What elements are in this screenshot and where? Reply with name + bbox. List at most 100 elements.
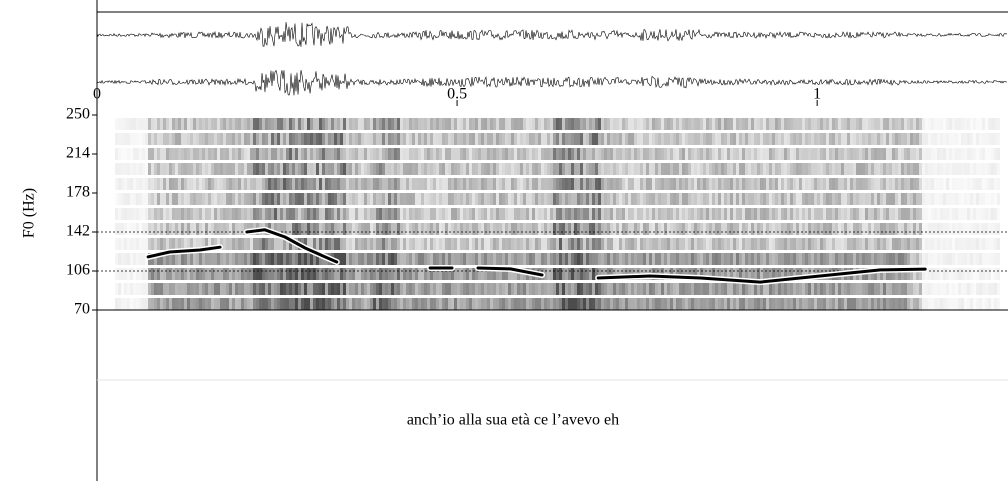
spectrogram-cell xyxy=(709,118,712,130)
spectrogram-cell xyxy=(967,148,970,160)
spectrogram-cell xyxy=(361,148,364,160)
spectrogram-cell xyxy=(592,178,595,190)
spectrogram-cell xyxy=(241,208,244,220)
spectrogram-cell xyxy=(718,298,721,310)
spectrogram-cell xyxy=(721,283,724,295)
spectrogram-cell xyxy=(595,208,598,220)
spectrogram-cell xyxy=(226,298,229,310)
spectrogram-cell xyxy=(517,298,520,310)
spectrogram-cell xyxy=(394,298,397,310)
spectrogram-cell xyxy=(715,148,718,160)
spectrogram-cell xyxy=(985,193,988,205)
spectrogram-cell xyxy=(709,148,712,160)
spectrogram-cell xyxy=(697,118,700,130)
spectrogram-cell xyxy=(739,238,742,250)
spectrogram-cell xyxy=(421,253,424,265)
spectrogram-cell xyxy=(448,238,451,250)
spectrogram-cell xyxy=(646,178,649,190)
spectrogram-cell xyxy=(358,208,361,220)
spectrogram-cell xyxy=(226,193,229,205)
spectrogram-cell xyxy=(868,163,871,175)
spectrogram-cell xyxy=(397,253,400,265)
spectrogram-cell xyxy=(697,283,700,295)
spectrogram-cell xyxy=(283,193,286,205)
spectrogram-cell xyxy=(934,238,937,250)
spectrogram-cell xyxy=(352,238,355,250)
spectrogram-cell xyxy=(184,178,187,190)
spectrogram-cell xyxy=(544,253,547,265)
spectrogram-cell xyxy=(289,208,292,220)
spectrogram-cell xyxy=(787,238,790,250)
spectrogram-cell xyxy=(202,298,205,310)
spectrogram-cell xyxy=(751,208,754,220)
spectrogram-cell xyxy=(694,118,697,130)
spectrogram-cell xyxy=(304,208,307,220)
spectrogram-cell xyxy=(676,148,679,160)
spectrogram-cell xyxy=(682,238,685,250)
spectrogram-cell xyxy=(790,178,793,190)
spectrogram-cell xyxy=(712,223,715,235)
spectrogram-cell xyxy=(802,193,805,205)
spectrogram-cell xyxy=(421,163,424,175)
spectrogram-cell xyxy=(412,163,415,175)
spectrogram-cell xyxy=(448,163,451,175)
spectrogram-cell xyxy=(427,163,430,175)
spectrogram-cell xyxy=(529,208,532,220)
spectrogram-cell xyxy=(607,298,610,310)
spectrogram-cell xyxy=(616,193,619,205)
spectrogram-cell xyxy=(568,208,571,220)
spectrogram-cell xyxy=(706,193,709,205)
spectrogram-cell xyxy=(943,298,946,310)
spectrogram-cell xyxy=(775,193,778,205)
spectrogram-cell xyxy=(643,193,646,205)
spectrogram-cell xyxy=(121,133,124,145)
spectrogram-cell xyxy=(124,118,127,130)
spectrogram-cell xyxy=(235,283,238,295)
spectrogram-cell xyxy=(823,298,826,310)
spectrogram-cell xyxy=(148,298,151,310)
spectrogram-cell xyxy=(562,133,565,145)
spectrogram-cell xyxy=(172,208,175,220)
spectrogram-cell xyxy=(787,208,790,220)
spectrogram-cell xyxy=(142,148,145,160)
spectrogram-cell xyxy=(988,298,991,310)
spectrogram-cell xyxy=(688,298,691,310)
spectrogram-cell xyxy=(358,163,361,175)
spectrogram-cell xyxy=(130,238,133,250)
spectrogram-cell xyxy=(229,193,232,205)
spectrogram-cell xyxy=(367,238,370,250)
spectrogram-cell xyxy=(199,298,202,310)
spectrogram-cell xyxy=(385,193,388,205)
spectrogram-cell xyxy=(622,208,625,220)
spectrogram-cell xyxy=(547,163,550,175)
spectrogram-cell xyxy=(817,148,820,160)
spectrogram-cell xyxy=(784,298,787,310)
spectrogram-cell xyxy=(931,253,934,265)
spectrogram-cell xyxy=(754,238,757,250)
spectrogram-cell xyxy=(862,118,865,130)
spectrogram-cell xyxy=(238,298,241,310)
spectrogram-cell xyxy=(751,118,754,130)
spectrogram-cell xyxy=(397,298,400,310)
spectrogram-cell xyxy=(904,253,907,265)
spectrogram-cell xyxy=(451,193,454,205)
spectrogram-cell xyxy=(850,118,853,130)
spectrogram-cell xyxy=(178,178,181,190)
spectrogram-cell xyxy=(787,193,790,205)
spectrogram-cell xyxy=(799,283,802,295)
spectrogram-cell xyxy=(373,223,376,235)
spectrogram-cell xyxy=(385,178,388,190)
spectrogram-cell xyxy=(928,283,931,295)
spectrogram-cell xyxy=(364,283,367,295)
spectrogram-cell xyxy=(370,208,373,220)
spectrogram-cell xyxy=(541,238,544,250)
spectrogram-cell xyxy=(373,178,376,190)
spectrogram-cell xyxy=(535,298,538,310)
spectrogram-cell xyxy=(997,268,1000,280)
spectrogram-cell xyxy=(220,298,223,310)
spectrogram-cell xyxy=(379,133,382,145)
spectrogram-cell xyxy=(265,298,268,310)
spectrogram-cell xyxy=(637,163,640,175)
spectrogram-cell xyxy=(136,223,139,235)
spectrogram-cell xyxy=(877,118,880,130)
